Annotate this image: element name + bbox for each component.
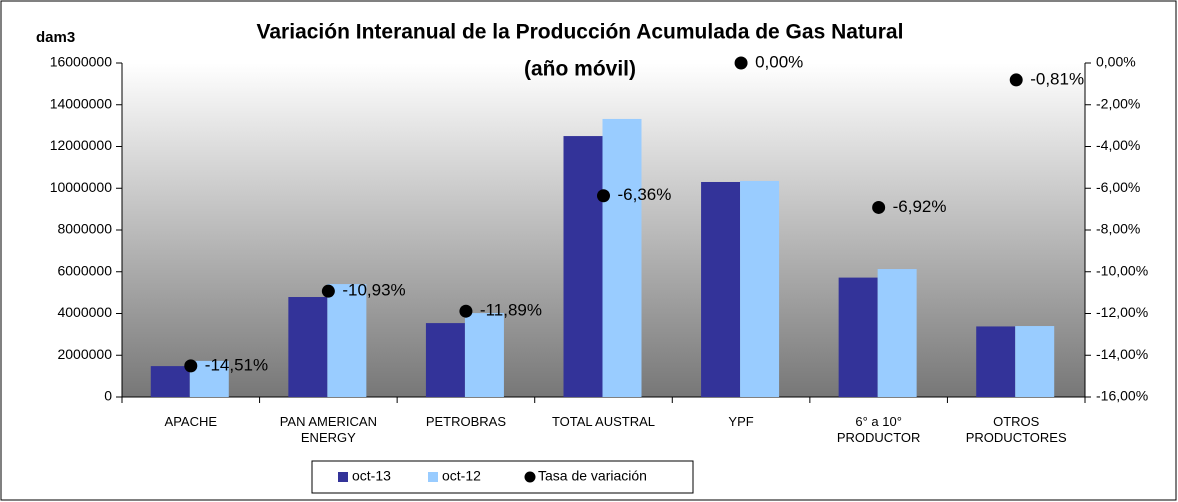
data-label: -10,93% bbox=[342, 281, 405, 300]
legend-symbol bbox=[428, 472, 438, 482]
point bbox=[734, 56, 748, 70]
y2-tick-label: 0,00% bbox=[1096, 54, 1136, 70]
y-tick-label: 16000000 bbox=[50, 54, 113, 70]
point bbox=[1009, 73, 1023, 87]
y2-tick-label: -14,00% bbox=[1096, 346, 1148, 362]
bar bbox=[740, 180, 780, 397]
legend-label: oct-12 bbox=[442, 468, 481, 484]
legend-symbol bbox=[524, 471, 536, 483]
y-tick-label: 4000000 bbox=[57, 304, 112, 320]
y-tick-label: 10000000 bbox=[50, 179, 113, 195]
bar bbox=[877, 269, 917, 397]
y-tick-label: 2000000 bbox=[57, 346, 112, 362]
point bbox=[872, 200, 886, 214]
point bbox=[321, 284, 335, 298]
bar bbox=[563, 136, 603, 397]
bar bbox=[976, 326, 1016, 397]
point bbox=[597, 189, 610, 203]
data-label: -6,36% bbox=[618, 185, 672, 204]
y2-tick-label: -4,00% bbox=[1096, 137, 1140, 153]
data-label: 0,00% bbox=[755, 52, 803, 71]
x-tick-label: YPF bbox=[728, 414, 754, 429]
bar bbox=[425, 323, 465, 397]
legend-label: oct-13 bbox=[352, 468, 391, 484]
y-axis-label: dam3 bbox=[36, 29, 75, 46]
y-tick-label: 8000000 bbox=[57, 221, 112, 237]
x-tick-label: PAN AMERICAN ENERGY bbox=[279, 414, 377, 445]
data-label: -11,89% bbox=[480, 301, 542, 320]
legend-label: Tasa de variación bbox=[538, 468, 647, 484]
y2-tick-label: -6,00% bbox=[1096, 179, 1140, 195]
y2-tick-label: -8,00% bbox=[1096, 221, 1140, 237]
chart-title: Variación Interanual de la Producción Ac… bbox=[257, 21, 904, 44]
y2-tick-label: -2,00% bbox=[1096, 95, 1140, 111]
bar bbox=[327, 284, 367, 397]
y2-tick-label: -10,00% bbox=[1096, 262, 1148, 278]
point bbox=[459, 304, 473, 318]
bar bbox=[464, 313, 504, 397]
x-tick-label: 6° a 10° PRODUCTOR bbox=[836, 414, 921, 445]
x-tick-label: OTROS PRODUCTORES bbox=[965, 414, 1067, 445]
bar bbox=[1015, 326, 1055, 397]
x-tick-label: PETROBRAS bbox=[425, 414, 507, 429]
bar bbox=[838, 277, 878, 397]
y2-tick-label: -12,00% bbox=[1096, 304, 1148, 320]
legend bbox=[311, 460, 694, 494]
chart-subtitle: (año móvil) bbox=[524, 58, 636, 81]
x-tick-label: APACHE bbox=[164, 414, 218, 429]
bar bbox=[701, 181, 741, 397]
data-label: -0,81% bbox=[1030, 69, 1084, 88]
bar bbox=[288, 297, 328, 397]
y2-tick-label: -16,00% bbox=[1096, 388, 1148, 404]
y-tick-label: 0 bbox=[104, 388, 112, 404]
y-tick-label: 12000000 bbox=[50, 137, 113, 153]
data-label: -6,92% bbox=[893, 197, 947, 216]
bar bbox=[602, 118, 642, 397]
data-label: -14,51% bbox=[205, 355, 268, 374]
y-tick-label: 14000000 bbox=[50, 95, 113, 111]
point bbox=[184, 359, 198, 373]
x-tick-label: TOTAL AUSTRAL bbox=[551, 414, 656, 429]
legend-symbol bbox=[338, 472, 348, 482]
bar bbox=[150, 366, 190, 397]
y-tick-label: 6000000 bbox=[57, 262, 112, 278]
